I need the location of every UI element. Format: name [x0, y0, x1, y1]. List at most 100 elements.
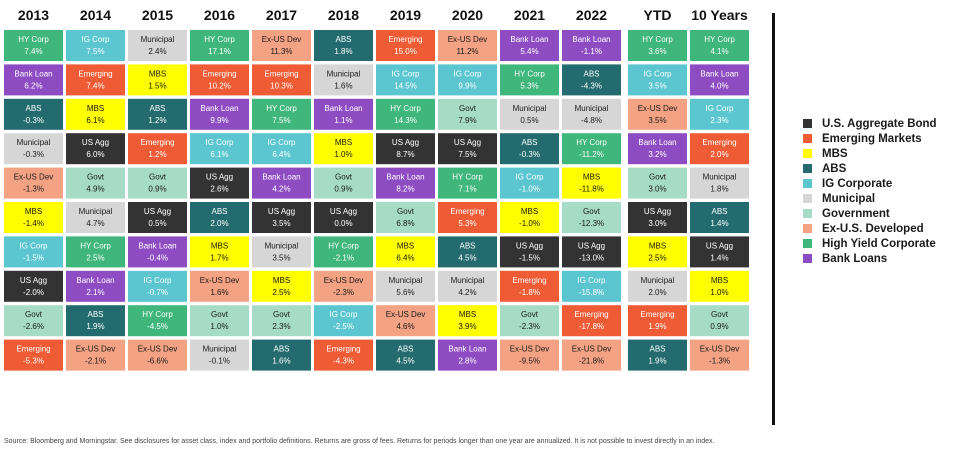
quilt-cell: Emerging 1.9% [628, 305, 687, 337]
cell-return-value: -1.5% [23, 253, 44, 262]
cell-asset-label: Municipal [265, 241, 299, 250]
cell-asset-label: Govt [25, 310, 43, 319]
quilt-cell: Ex-US Dev 11.2% [438, 30, 497, 61]
cell-asset-label: MBS [711, 276, 728, 285]
quilt-cell: Ex-US Dev 3.5% [628, 98, 687, 130]
cell-return-value: -1.1% [581, 47, 602, 56]
cell-return-value: 0.0% [334, 219, 352, 228]
cell-return-value: 5.3% [520, 81, 538, 90]
cell-asset-label: Bank Loan [262, 173, 300, 182]
cell-return-value: 1.6% [272, 357, 290, 366]
cell-background-abs [252, 339, 311, 371]
cell-asset-label: Govt [335, 173, 353, 182]
cell-background-ig-corporate [500, 167, 559, 199]
cell-return-value: 2.3% [710, 116, 728, 125]
cell-return-value: 3.6% [648, 47, 666, 56]
quilt-cell: IG Corp 6.1% [190, 133, 249, 165]
cell-asset-label: Ex-US Dev [510, 345, 550, 354]
cell-return-value: 2.6% [210, 185, 228, 194]
cell-return-value: 4.9% [86, 185, 104, 194]
cell-asset-label: Ex-US Dev [324, 276, 364, 285]
cell-return-value: 3.2% [648, 150, 666, 159]
quilt-cell: Govt 2.3% [252, 305, 311, 337]
quilt-cell: Emerging 15.0% [376, 30, 435, 61]
cell-background-mbs [314, 133, 373, 165]
cell-background-abs [4, 98, 63, 130]
cell-background-high-yield-corporate [500, 64, 559, 96]
quilt-cell: Bank Loan 1.1% [314, 98, 373, 130]
quilt-cell: Govt 6.8% [376, 202, 435, 233]
cell-return-value: 3.5% [272, 253, 290, 262]
cell-return-value: 0.9% [710, 322, 728, 331]
quilt-cell: Govt 7.9% [438, 98, 497, 130]
legend-item-bank-loans: Bank Loans [803, 251, 937, 266]
cell-background-mbs [376, 236, 435, 268]
cell-asset-label: US Agg [206, 173, 233, 182]
column-header-2021: 2021 [514, 7, 545, 23]
quilt-cell: Govt 0.9% [314, 167, 373, 199]
quilt-cell: Ex-US Dev 4.6% [376, 305, 435, 337]
quilt-cell: Ex-US Dev -2.3% [314, 270, 373, 302]
cell-asset-label: HY Corp [142, 310, 173, 319]
quilt-cell: US Agg 8.7% [376, 133, 435, 165]
cell-asset-label: US Agg [392, 138, 419, 147]
cell-asset-label: Municipal [451, 276, 485, 285]
legend-label: Bank Loans [822, 252, 888, 265]
cell-asset-label: IG Corp [643, 69, 672, 78]
quilt-cell: MBS -1.4% [4, 202, 63, 233]
cell-asset-label: Govt [583, 207, 601, 216]
cell-return-value: 15.0% [394, 47, 417, 56]
quilt-cell: Municipal -0.1% [190, 339, 249, 371]
cell-return-value: -15.8% [579, 288, 604, 297]
quilt-cell: Bank Loan 8.2% [376, 167, 435, 199]
legend-label: IG Corporate [822, 177, 893, 190]
cell-return-value: 5.6% [396, 288, 414, 297]
quilt-cell: Municipal 4.7% [66, 202, 125, 233]
cell-background-municipal [66, 202, 125, 233]
cell-return-value: 1.4% [710, 219, 728, 228]
cell-background-ig-corporate [314, 305, 373, 337]
cell-return-value: -2.0% [23, 288, 44, 297]
quilt-cell: Bank Loan -1.1% [562, 30, 621, 61]
column-header-2015: 2015 [142, 7, 173, 23]
column-header-2018: 2018 [328, 7, 359, 23]
cell-return-value: 0.5% [148, 219, 166, 228]
quilt-cell: Municipal 2.4% [128, 30, 187, 61]
quilt-cell: MBS 2.5% [252, 270, 311, 302]
cell-asset-label: HY Corp [18, 35, 49, 44]
cell-asset-label: Emerging [450, 207, 484, 216]
cell-asset-label: Emerging [574, 310, 608, 319]
cell-return-value: 11.3% [270, 47, 292, 56]
cell-background-high-yield-corporate [190, 30, 249, 61]
cell-background-mbs [128, 64, 187, 96]
legend-label: Ex-U.S. Developed [822, 222, 924, 235]
cell-background-u-s-aggregate-bond [128, 202, 187, 233]
cell-background-high-yield-corporate [628, 30, 687, 61]
quilt-cell: ABS -0.3% [500, 133, 559, 165]
cell-return-value: 0.9% [148, 185, 166, 194]
quilt-cell: Emerging -17.8% [562, 305, 621, 337]
cell-background-government [500, 305, 559, 337]
cell-background-government [376, 202, 435, 233]
cell-background-municipal [190, 339, 249, 371]
cell-return-value: -0.4% [147, 253, 168, 262]
quilt-cell: IG Corp -0.7% [128, 270, 187, 302]
cell-return-value: 1.0% [710, 288, 728, 297]
quilt-cell: Bank Loan 5.4% [500, 30, 559, 61]
cell-asset-label: Govt [397, 207, 415, 216]
cell-background-bank-loans [438, 339, 497, 371]
quilt-cell: HY Corp 14.3% [376, 98, 435, 130]
cell-return-value: -0.1% [209, 357, 230, 366]
cell-background-u-s-aggregate-bond [66, 133, 125, 165]
cell-asset-label: MBS [25, 207, 42, 216]
cell-return-value: 4.7% [86, 219, 104, 228]
cell-return-value: 17.1% [208, 47, 231, 56]
cell-background-bank-loans [252, 167, 311, 199]
quilt-cell: Bank Loan 4.0% [690, 64, 749, 96]
legend-label: High Yield Corporate [822, 237, 936, 250]
cell-return-value: 6.0% [86, 150, 104, 159]
cell-background-emerging-markets [628, 305, 687, 337]
cell-background-u-s-aggregate-bond [252, 202, 311, 233]
quilt-cell: Ex-US Dev -2.1% [66, 339, 125, 371]
legend-label: MBS [822, 147, 848, 160]
